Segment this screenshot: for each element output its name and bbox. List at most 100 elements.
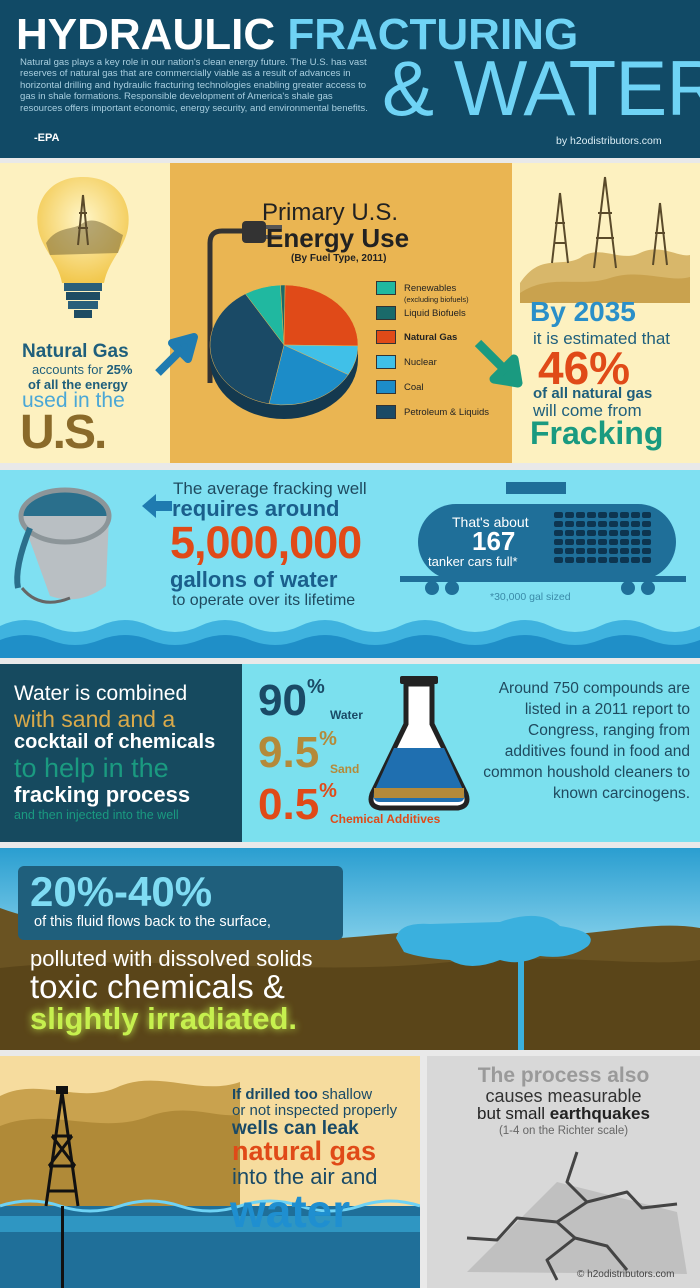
arrow-up-right-icon: [155, 333, 198, 376]
mini-tanker-icon: [565, 539, 574, 545]
mini-tanker-icon: [598, 539, 607, 545]
legend-swatch: [376, 380, 396, 394]
mini-tanker-icon: [598, 521, 607, 527]
legend-label: Petroleum & Liquids: [404, 407, 490, 418]
mini-tanker-icon: [587, 530, 596, 536]
derricks-icon: [520, 176, 690, 303]
legend-label: Renewables: [404, 283, 457, 294]
mini-tanker-icon: [598, 530, 607, 536]
flask-icon: [368, 676, 470, 811]
well-landscape-decoration: [0, 1080, 420, 1288]
mini-tanker-icon: [554, 521, 563, 527]
mini-tanker-icon: [609, 548, 618, 554]
chem-line5: fracking process: [14, 782, 191, 807]
mini-tanker-icon: [576, 557, 585, 563]
mini-tanker-icon: [598, 557, 607, 563]
mini-tanker-icon: [642, 539, 651, 545]
byline: by h2odistributors.com: [556, 135, 662, 147]
proj-will: will come from: [533, 401, 642, 420]
mini-tanker-icon: [565, 512, 574, 518]
mini-tanker-icon: [620, 530, 629, 536]
leak-line4: natural gas: [232, 1136, 377, 1166]
quake-line4: (1-4 on the Richter scale): [498, 1125, 629, 1137]
mini-tanker-icon: [587, 548, 596, 554]
legend-label: Natural Gas: [404, 332, 458, 343]
water-line3: gallons of water: [170, 567, 338, 592]
chem-line3: cocktail of chemicals: [14, 731, 216, 753]
legend-label: Liquid Biofuels: [404, 308, 466, 319]
pct-water-label: Water: [330, 708, 363, 722]
mini-tanker-icon: [620, 548, 629, 554]
flowback-percent: 20%-40%: [30, 868, 213, 915]
proj-estimated: it is estimated that: [533, 329, 671, 348]
wave-decoration: [0, 620, 700, 658]
bucket-icon: [14, 487, 112, 604]
quake-line1: The process also: [477, 1064, 650, 1087]
pct-water: 90%: [258, 676, 325, 725]
legend-label: Nuclear: [404, 357, 437, 368]
pct-chemicals-label: Chemical Additives: [330, 812, 441, 826]
pie-chart: [209, 284, 359, 419]
mini-tanker-icon: [565, 548, 574, 554]
mini-tanker-icon: [609, 512, 618, 518]
tanker-car-icon: [400, 482, 686, 595]
plug-icon: [207, 221, 282, 383]
mini-tanker-icon: [554, 548, 563, 554]
tanker-number: 167: [472, 526, 516, 556]
mini-tanker-icon: [631, 530, 640, 536]
tanker-line1: That's about: [452, 514, 529, 530]
pie-slice: [283, 284, 359, 347]
mini-tanker-icon: [576, 539, 585, 545]
mini-tanker-icon: [620, 512, 629, 518]
arrow-left-icon: [142, 494, 172, 518]
crack-icon: [466, 1151, 687, 1281]
mini-tanker-icon: [587, 512, 596, 518]
mini-tanker-icon: [554, 539, 563, 545]
leak-line6: water: [230, 1185, 351, 1237]
mini-tanker-icon: [642, 557, 651, 563]
proj-by: By 2035: [530, 296, 636, 327]
legend-note: (excluding biofuels): [404, 295, 469, 304]
mini-tanker-icon: [631, 539, 640, 545]
ng-us: U.S.: [20, 406, 107, 459]
mini-tanker-icon: [587, 521, 596, 527]
leak-line2: or not inspected properly: [232, 1102, 398, 1119]
proj-percent: 46%: [538, 342, 631, 394]
mini-tanker-icon: [642, 521, 651, 527]
quake-line2: causes measurable: [485, 1086, 642, 1106]
proj-fracking: Fracking: [530, 415, 664, 451]
earthquake-section: The process also causes measurable but s…: [427, 1056, 700, 1288]
chem-left-panel: [0, 664, 242, 842]
legend-swatch: [376, 330, 396, 344]
ng-of-energy: of all the energy: [28, 377, 128, 392]
legend-swatch: [376, 281, 396, 295]
tanker-footnote: *30,000 gal sized: [490, 591, 571, 603]
water-line4: to operate over its lifetime: [172, 592, 356, 609]
flowback-line2: polluted with dissolved solids: [30, 946, 313, 971]
pct-chemicals: 0.5%: [258, 780, 337, 829]
mini-tanker-icon: [587, 557, 596, 563]
chem-line1: Water is combined: [14, 682, 188, 705]
mini-tanker-icon: [576, 530, 585, 536]
lightbulb-icon: [37, 177, 129, 318]
mini-tanker-icon: [554, 530, 563, 536]
leak-line1: If drilled too shallow: [232, 1086, 373, 1103]
ng-title: Natural Gas: [22, 341, 129, 362]
mini-tanker-icon: [587, 539, 596, 545]
chart-title-line1: Primary U.S.: [262, 199, 399, 226]
mini-tanker-icon: [576, 512, 585, 518]
water-line2: requires around: [172, 496, 340, 521]
chart-title-line2: Energy Use: [266, 223, 410, 253]
mini-tanker-icon: [642, 530, 651, 536]
mini-tanker-icon: [609, 521, 618, 527]
legend-swatch: [376, 355, 396, 369]
pct-sand: 9.5%: [258, 728, 337, 777]
energy-section: Natural Gas accounts for 25% of all the …: [0, 163, 700, 463]
flowback-line4: slightly irradiated.: [30, 1001, 298, 1036]
mini-tanker-icon: [620, 539, 629, 545]
mini-tanker-icon: [620, 521, 629, 527]
mini-tanker-icon: [554, 512, 563, 518]
pie-slice: [209, 293, 285, 405]
chemicals-section: Water is combined with sand and a cockta…: [0, 664, 700, 842]
mini-tanker-icon: [598, 548, 607, 554]
